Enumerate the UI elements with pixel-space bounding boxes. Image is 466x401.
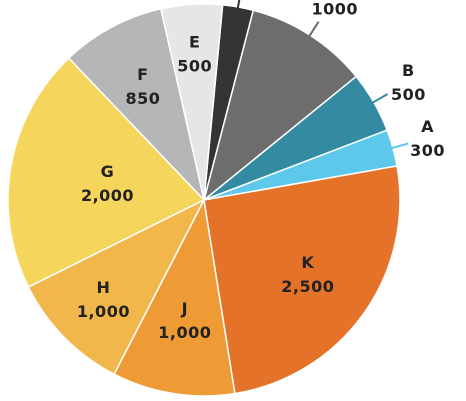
slice-category-label-a: A	[421, 117, 434, 136]
slice-value-label-g: 2,000	[81, 186, 134, 205]
slice-category-label-e: E	[189, 32, 200, 51]
slice-category-label-b: B	[402, 61, 415, 80]
pie-slice-j	[113, 197, 236, 397]
slice-value-label-h: 1,000	[77, 302, 130, 321]
leader-lines	[236, 0, 409, 150]
pie-slice-k	[203, 165, 401, 395]
leader-line-b	[371, 93, 389, 104]
slice-value-label-k: 2,500	[281, 277, 334, 296]
slice-category-label-h: H	[96, 278, 110, 297]
slice-value-label-c: 1000	[312, 0, 359, 18]
pie-slice-g	[7, 57, 206, 289]
slice-category-label-g: G	[101, 162, 115, 181]
slice-value-label-a: 300	[410, 141, 445, 160]
leader-line-a	[390, 142, 409, 150]
pie-slice-h	[27, 198, 206, 376]
slice-category-label-k: K	[301, 253, 314, 272]
leader-line-d	[236, 0, 241, 10]
leader-line-c	[308, 21, 320, 38]
slice-category-label-j: J	[181, 299, 188, 318]
slice-value-label-f: 850	[125, 89, 160, 108]
slice-value-label-b: 500	[391, 85, 426, 104]
slice-value-label-j: 1,000	[158, 323, 211, 342]
pie-slices	[7, 3, 401, 397]
pie-slice-f	[67, 7, 206, 203]
slice-labels: A300B500C1000D250E500F850G2,000H1,000J1,…	[77, 0, 445, 342]
slice-category-label-f: F	[137, 65, 148, 84]
slice-value-label-e: 500	[177, 56, 212, 75]
